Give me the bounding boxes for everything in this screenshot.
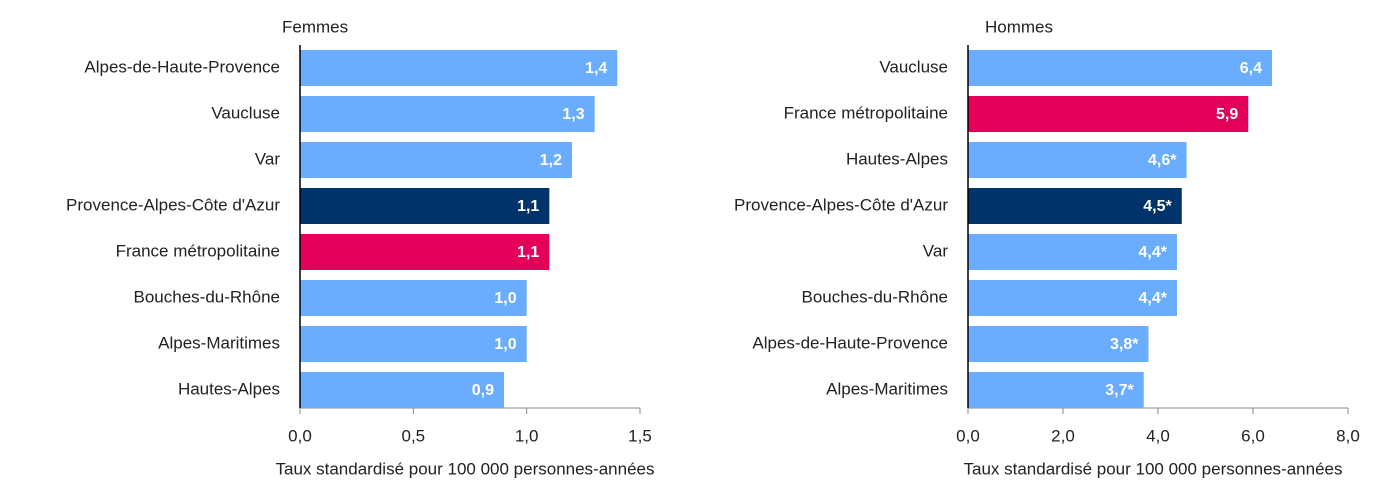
y-tick-label: Provence-Alpes-Côte d'Azur (734, 195, 948, 214)
y-tick-label: Alpes-de-Haute-Provence (84, 57, 280, 76)
y-tick-label: Var (255, 149, 281, 168)
bar (300, 50, 618, 86)
bar (300, 280, 527, 316)
x-tick-label: 2,0 (1051, 426, 1075, 445)
bar (968, 326, 1149, 362)
value-label: 3,8* (1110, 336, 1139, 353)
y-tick-label: France métropolitaine (116, 241, 280, 260)
value-label: 1,2 (540, 152, 562, 169)
bar (300, 372, 504, 408)
bar (968, 280, 1177, 316)
x-tick-label: 0,0 (288, 426, 312, 445)
value-label: 4,4* (1139, 244, 1168, 261)
x-tick-label: 6,0 (1241, 426, 1265, 445)
value-label: 5,9 (1216, 106, 1238, 123)
bar (300, 234, 550, 270)
value-label: 4,5* (1143, 198, 1172, 215)
bar (968, 234, 1177, 270)
y-tick-label: Var (923, 241, 949, 260)
x-tick-label: 0,5 (402, 426, 426, 445)
bar (300, 142, 572, 178)
bar (968, 50, 1272, 86)
x-axis-title: Taux standardisé pour 100 000 personnes-… (964, 459, 1343, 478)
bar (968, 372, 1144, 408)
value-label: 1,1 (517, 198, 539, 215)
value-label: 4,6* (1148, 152, 1177, 169)
y-tick-label: Provence-Alpes-Côte d'Azur (66, 195, 280, 214)
value-label: 1,0 (494, 290, 516, 307)
value-label: 6,4 (1240, 60, 1262, 77)
y-tick-label: Alpes-Maritimes (158, 333, 280, 352)
value-label: 4,4* (1139, 290, 1168, 307)
chart-title: Hommes (985, 17, 1053, 36)
value-label: 0,9 (472, 382, 494, 399)
x-tick-label: 0,0 (956, 426, 980, 445)
y-tick-label: Hautes-Alpes (846, 149, 948, 168)
value-label: 1,0 (494, 336, 516, 353)
bar (968, 188, 1182, 224)
x-axis-title: Taux standardisé pour 100 000 personnes-… (276, 459, 655, 478)
y-tick-label: Bouches-du-Rhône (802, 287, 948, 306)
value-label: 3,7* (1105, 382, 1134, 399)
y-tick-label: Alpes-de-Haute-Provence (752, 333, 948, 352)
x-tick-label: 1,0 (515, 426, 539, 445)
bar (968, 96, 1249, 132)
y-tick-label: Vaucluse (879, 57, 948, 76)
x-tick-label: 8,0 (1336, 426, 1360, 445)
y-tick-label: Bouches-du-Rhône (134, 287, 280, 306)
y-tick-label: Hautes-Alpes (178, 379, 280, 398)
y-tick-label: France métropolitaine (784, 103, 948, 122)
value-label: 1,3 (562, 106, 584, 123)
x-tick-label: 4,0 (1146, 426, 1170, 445)
y-tick-label: Vaucluse (211, 103, 280, 122)
bar (300, 96, 595, 132)
chart-title: Femmes (282, 17, 348, 36)
y-tick-label: Alpes-Maritimes (826, 379, 948, 398)
bar (300, 326, 527, 362)
bar (300, 188, 550, 224)
value-label: 1,4 (585, 60, 607, 77)
x-tick-label: 1,5 (628, 426, 652, 445)
bar (968, 142, 1187, 178)
value-label: 1,1 (517, 244, 539, 261)
